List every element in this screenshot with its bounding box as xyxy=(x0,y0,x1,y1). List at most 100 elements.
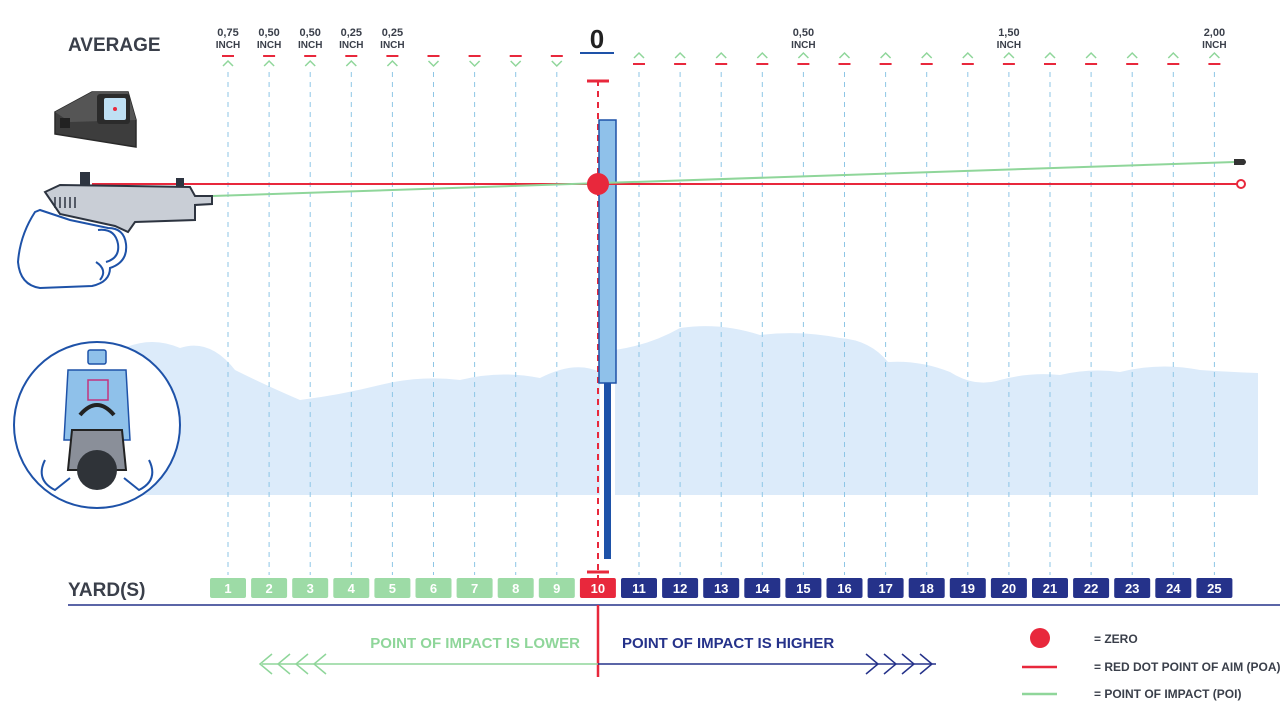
yard-box-19 xyxy=(949,578,986,598)
yard-box-2 xyxy=(251,578,288,598)
shooter-view-icon xyxy=(13,341,181,509)
zero-label: 0 xyxy=(590,24,604,54)
deviation-value-20: 1,50 xyxy=(998,27,1019,39)
yard-label-2: 2 xyxy=(265,581,272,596)
yard-label-3: 3 xyxy=(307,581,314,596)
poi-higher-marker-17 xyxy=(880,51,892,59)
yard-label-18: 18 xyxy=(919,581,933,596)
yard-box-10 xyxy=(579,578,616,598)
deviation-unit-1: INCH xyxy=(216,40,240,51)
deviation-value-1: 0,75 xyxy=(217,27,238,39)
lower-arrow-chevrons xyxy=(258,653,327,675)
red-dot-sight-icon xyxy=(54,91,137,148)
yard-gridlines xyxy=(227,72,1215,575)
target-pillar xyxy=(598,119,617,384)
yard-label-16: 16 xyxy=(837,581,851,596)
yard-label-8: 8 xyxy=(512,581,519,596)
legend-zero-label: = ZERO xyxy=(1094,632,1138,646)
poi-lower-marker-7 xyxy=(469,60,481,68)
poi-lower-marker-5 xyxy=(386,59,398,67)
poi-higher-marker-22 xyxy=(1085,51,1097,59)
deviation-value-3: 0,50 xyxy=(299,27,320,39)
poa-end-circle xyxy=(1236,179,1246,189)
yard-label-9: 9 xyxy=(553,581,560,596)
poi-lower-marker-1 xyxy=(222,59,234,67)
deviation-unit-25: INCH xyxy=(1202,40,1226,51)
yard-box-22 xyxy=(1073,578,1110,598)
poi-lower-marker-2 xyxy=(263,59,275,67)
yard-label-22: 22 xyxy=(1084,581,1098,596)
yard-label-7: 7 xyxy=(471,581,478,596)
page-title: AVERAGE xyxy=(68,35,161,56)
poi-lower-marker-9 xyxy=(551,60,563,68)
poi-lower-marker-6 xyxy=(427,60,440,68)
yard-label-12: 12 xyxy=(673,581,687,596)
pistol-hand-icon xyxy=(16,172,213,290)
legend-poi-label: = POINT OF IMPACT (POI) xyxy=(1094,687,1241,701)
poi-lower-marker-4 xyxy=(345,59,357,67)
poi-higher-marker-20 xyxy=(1003,51,1015,59)
yard-box-17 xyxy=(867,578,904,598)
deviation-unit-15: INCH xyxy=(791,40,815,51)
poi-higher-marker-18 xyxy=(921,51,933,59)
poi-higher-marker-14 xyxy=(756,51,768,59)
deviation-unit-2: INCH xyxy=(257,40,281,51)
deviation-markers xyxy=(222,51,1221,68)
deviation-value-4: 0,25 xyxy=(341,27,362,39)
deviation-unit-3: INCH xyxy=(298,40,322,51)
yard-box-24 xyxy=(1155,578,1192,598)
yard-label-10: 10 xyxy=(591,581,605,596)
poi-higher-marker-13 xyxy=(715,51,727,59)
legend-poa-label: = RED DOT POINT OF AIM (POA) xyxy=(1094,660,1280,674)
legend: = ZERO = RED DOT POINT OF AIM (POA) = PO… xyxy=(1022,628,1280,701)
yard-label-1: 1 xyxy=(224,581,231,596)
deviation-value-25: 2,00 xyxy=(1204,27,1225,39)
yard-label-19: 19 xyxy=(961,581,975,596)
deviation-labels: 0,75INCH0,50INCH0,50INCH0,25INCH0,25INCH… xyxy=(216,27,1227,51)
yard-label-5: 5 xyxy=(389,581,396,596)
yard-box-25 xyxy=(1196,578,1233,598)
yard-box-23 xyxy=(1114,578,1151,598)
yard-box-5 xyxy=(374,578,411,598)
yard-label-24: 24 xyxy=(1166,581,1181,596)
yards-axis-label: YARD(S) xyxy=(68,580,145,601)
yard-label-13: 13 xyxy=(714,581,728,596)
yard-boxes: 1 2 3 4 5 6 7 8 9 10 11 12 13 14 15 16 17 18 19 20 21 22 23 24 2… xyxy=(210,578,1233,598)
yard-box-9 xyxy=(538,578,575,598)
background-cloud-band xyxy=(120,326,1258,495)
poi-line xyxy=(211,161,1236,197)
poi-lower-marker-8 xyxy=(510,60,522,68)
poi-higher-marker-25 xyxy=(1208,51,1220,59)
yard-box-6 xyxy=(415,578,452,598)
deviation-unit-20: INCH xyxy=(997,40,1021,51)
yard-label-11: 11 xyxy=(632,581,646,596)
yard-label-20: 20 xyxy=(1002,581,1016,596)
poi-higher-marker-24 xyxy=(1167,51,1179,59)
deviation-value-5: 0,25 xyxy=(382,27,403,39)
zero-dot xyxy=(587,173,609,195)
poi-lower-marker-3 xyxy=(304,59,316,67)
poi-higher-marker-19 xyxy=(962,51,974,59)
yard-label-17: 17 xyxy=(878,581,892,596)
yard-label-6: 6 xyxy=(430,581,437,596)
yard-label-4: 4 xyxy=(348,581,356,596)
poi-higher-marker-11 xyxy=(633,51,645,59)
yard-box-18 xyxy=(908,578,945,598)
poi-higher-marker-21 xyxy=(1044,51,1056,59)
yard-box-15 xyxy=(785,578,822,598)
target-stand xyxy=(604,383,611,559)
bullet-icon xyxy=(1234,159,1246,165)
yard-box-4 xyxy=(333,578,370,598)
yard-label-25: 25 xyxy=(1207,581,1221,596)
deviation-value-15: 0,50 xyxy=(793,27,814,39)
higher-arrow-chevrons xyxy=(865,653,934,675)
yard-box-21 xyxy=(1032,578,1068,598)
direction-lower-text: POINT OF IMPACT IS LOWER xyxy=(370,635,580,652)
yard-box-11 xyxy=(621,578,657,598)
deviation-value-2: 0,50 xyxy=(258,27,279,39)
yard-box-8 xyxy=(497,578,534,598)
yard-label-23: 23 xyxy=(1125,581,1139,596)
deviation-unit-4: INCH xyxy=(339,40,363,51)
yard-label-21: 21 xyxy=(1043,581,1057,596)
